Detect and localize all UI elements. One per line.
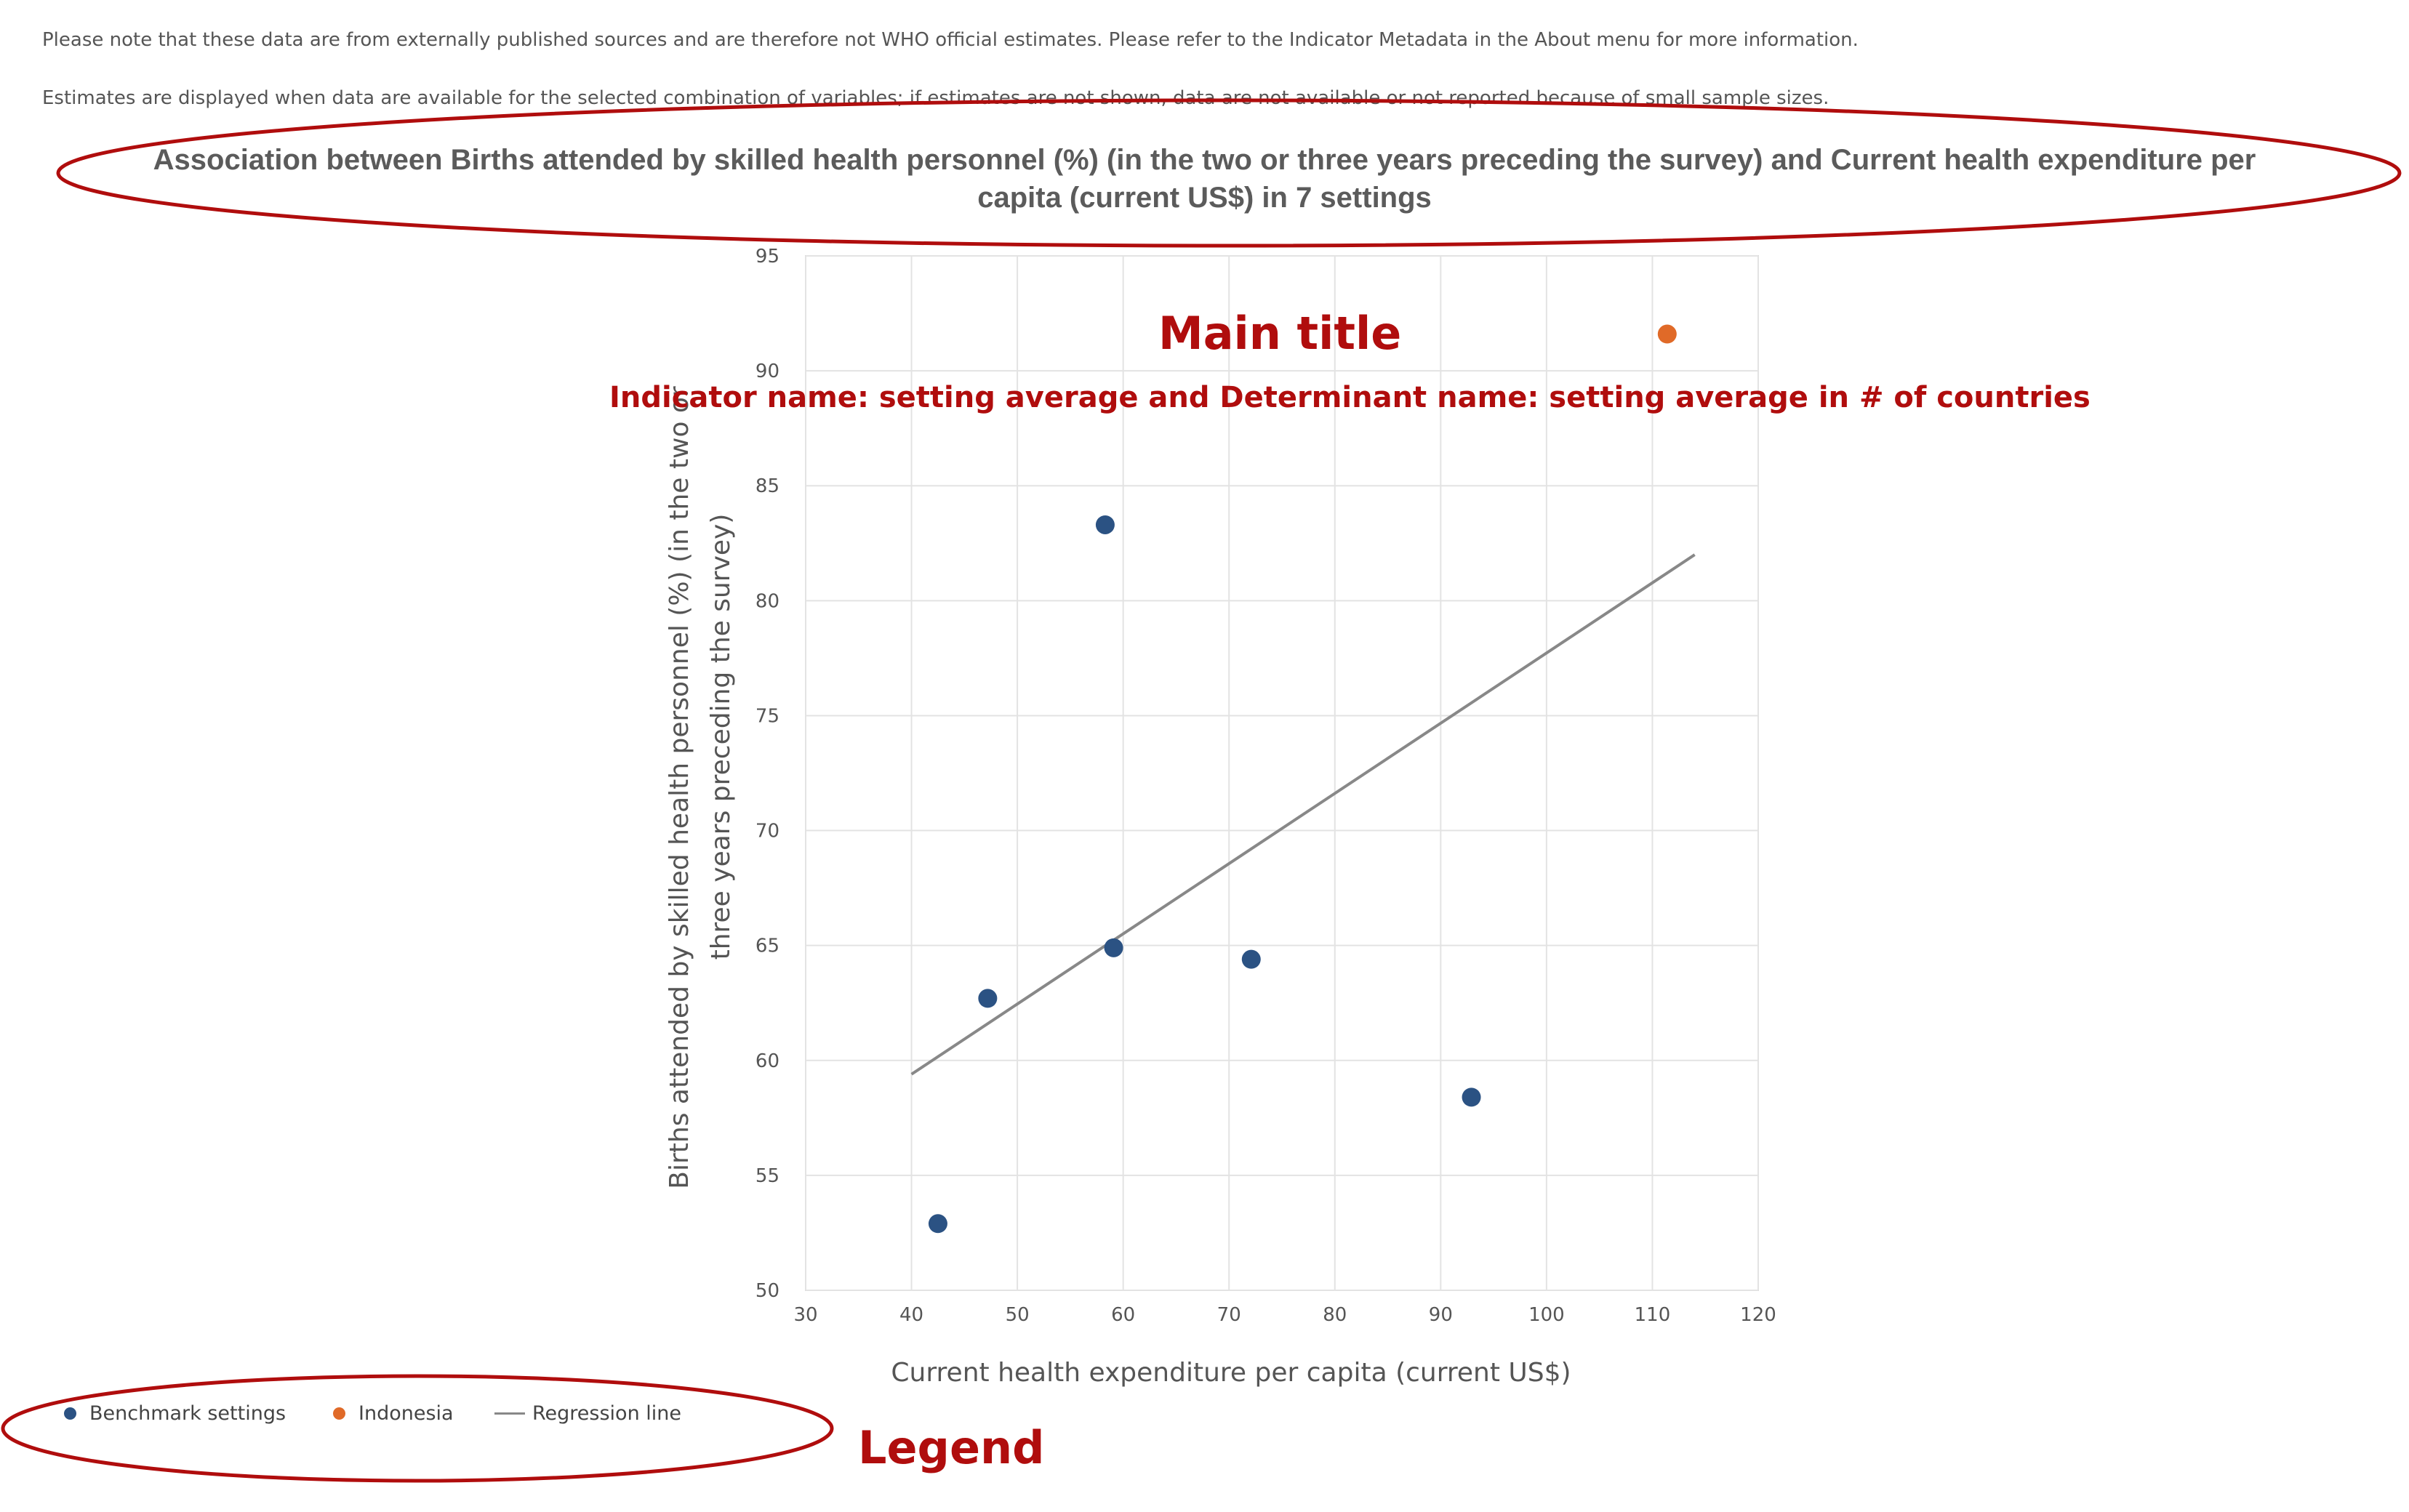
- benchmark-point: [978, 989, 998, 1008]
- legend-highlight-ellipse: [1, 1374, 834, 1483]
- y-tick-label: 65: [755, 936, 779, 957]
- benchmark-point: [1095, 515, 1115, 534]
- x-tick-label: 30: [793, 1304, 817, 1326]
- y-tick-label: 70: [755, 821, 779, 843]
- data-availability-note: Estimates are displayed when data are av…: [42, 87, 1829, 109]
- chart-title-line-1: Association between Births attended by s…: [153, 144, 2256, 176]
- y-axis-label-line-1: Births attended by skilled health person…: [665, 386, 694, 1189]
- annotation-indicator-name: Indicator name: setting average and Dete…: [609, 381, 2091, 414]
- y-tick-label: 95: [755, 246, 779, 268]
- y-tick-label: 50: [755, 1280, 779, 1302]
- benchmark-point: [1104, 938, 1123, 957]
- benchmark-point: [928, 1214, 947, 1234]
- legend-regression-label: Regression line: [532, 1402, 681, 1425]
- disclaimer-note: Please note that these data are from ext…: [42, 29, 1859, 51]
- y-tick-label: 75: [755, 705, 779, 727]
- x-tick-label: 90: [1429, 1304, 1453, 1326]
- legend-item-regression[interactable]: Regression line: [494, 1402, 681, 1425]
- benchmark-point: [1241, 949, 1261, 969]
- legend-item-indonesia[interactable]: Indonesia: [333, 1402, 454, 1425]
- y-tick-label: 90: [755, 361, 779, 382]
- legend-indonesia-label: Indonesia: [358, 1402, 454, 1425]
- annotation-main-title: Main title: [1158, 307, 1402, 360]
- legend-indonesia-marker: [333, 1407, 345, 1420]
- legend-regression-marker: [494, 1412, 525, 1415]
- title-highlight-ellipse: [56, 98, 2402, 248]
- x-tick-label: 110: [1635, 1304, 1671, 1326]
- x-tick-label: 50: [1006, 1304, 1030, 1326]
- y-axis-label-line-2: three years preceding the survey): [706, 514, 736, 960]
- x-tick-label: 40: [899, 1304, 923, 1326]
- x-tick-label: 100: [1528, 1304, 1565, 1326]
- legend-item-benchmark[interactable]: Benchmark settings: [64, 1402, 286, 1425]
- annotation-legend: Legend: [858, 1421, 1045, 1474]
- x-tick-label: 60: [1111, 1304, 1135, 1326]
- x-axis-label: Current health expenditure per capita (c…: [891, 1358, 1571, 1388]
- x-tick-label: 70: [1217, 1304, 1241, 1326]
- x-tick-label: 120: [1740, 1304, 1776, 1326]
- chart-title-line-2: capita (current US$) in 7 settings: [977, 182, 1432, 214]
- x-tick-label: 80: [1323, 1304, 1347, 1326]
- indonesia-point: [1657, 324, 1677, 344]
- legend-benchmark-label: Benchmark settings: [89, 1402, 286, 1425]
- regression-line: [910, 553, 1696, 1076]
- y-tick-label: 80: [755, 590, 779, 612]
- benchmark-point: [1462, 1087, 1481, 1107]
- y-tick-label: 60: [755, 1050, 779, 1072]
- legend-benchmark-marker: [64, 1407, 76, 1420]
- y-tick-label: 85: [755, 475, 779, 497]
- y-tick-label: 55: [755, 1165, 779, 1187]
